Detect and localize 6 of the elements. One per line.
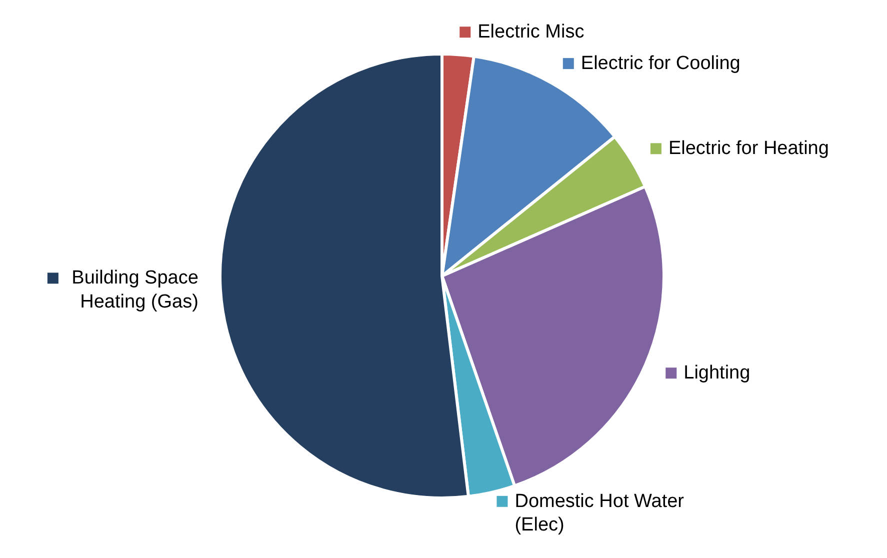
legend-label: Domestic Hot Water (Elec) [514, 490, 685, 536]
legend-label: Building Space Heating (Gas) [72, 268, 198, 312]
legend-label: Lighting [684, 362, 750, 384]
legend-label: Electric for Cooling [580, 53, 740, 74]
legend-label: Electric for Heating [668, 138, 829, 160]
legend-label: Electric Misc [478, 22, 584, 43]
